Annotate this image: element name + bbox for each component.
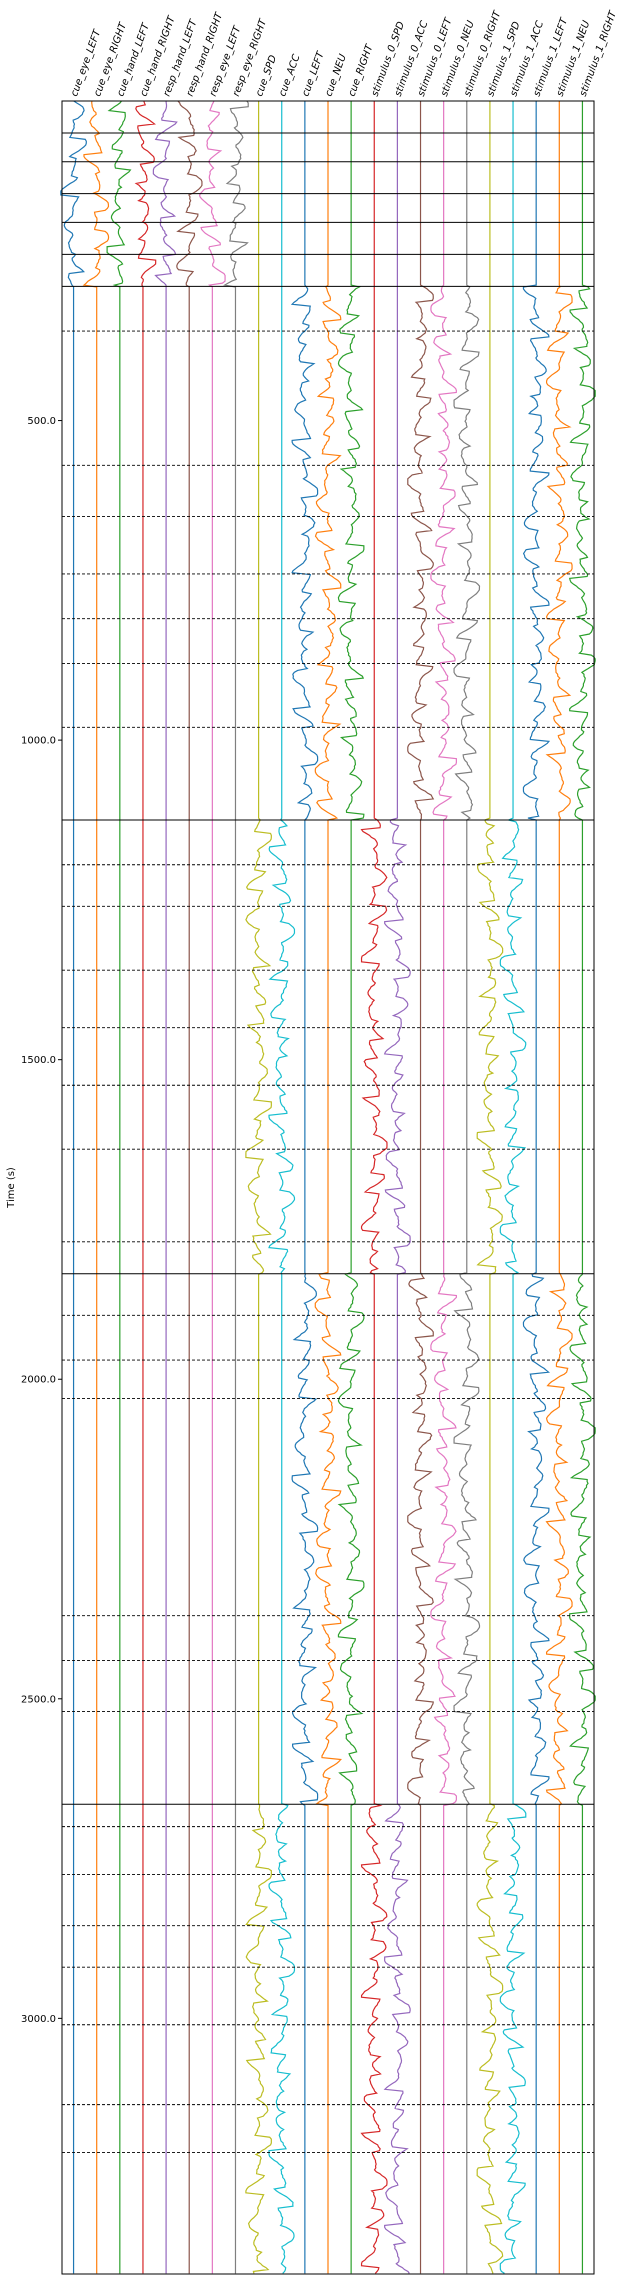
trace-stimulus-0-right bbox=[453, 101, 481, 2274]
trace-cue-eye-right bbox=[82, 100, 110, 2274]
trace-stimulus-0-spd bbox=[360, 101, 388, 2274]
trace-resp-eye-left bbox=[198, 100, 226, 2274]
trace-stimulus-1-right bbox=[568, 101, 596, 2274]
trace-resp-hand-right bbox=[176, 100, 203, 2274]
column-labels: cue_eye_LEFTcue_eye_RIGHTcue_hand_LEFTcu… bbox=[69, 9, 619, 98]
trace-stimulus-1-spd bbox=[476, 101, 504, 2274]
y-tick-label: 500.0 bbox=[27, 416, 56, 427]
trace-resp-eye-right bbox=[223, 100, 249, 2274]
trace-cue-eye-left bbox=[60, 100, 87, 2274]
boundary-lines bbox=[62, 100, 594, 2154]
trace-stimulus-1-left bbox=[522, 101, 551, 2274]
trace-stimulus-1-acc bbox=[499, 101, 527, 2274]
y-tick-label: 1500.0 bbox=[21, 1055, 56, 1066]
plot-frame bbox=[61, 100, 595, 2275]
trace-resp-hand-left bbox=[152, 100, 178, 2274]
column-label-cue-left: cue_LEFT bbox=[300, 50, 327, 99]
trace-cue-left bbox=[290, 101, 319, 2274]
trace-cue-neu bbox=[314, 101, 342, 2274]
trace-stimulus-0-left bbox=[407, 101, 435, 2274]
y-tick-label: 3000.0 bbox=[21, 2014, 56, 2025]
regressor-traces bbox=[60, 100, 596, 2274]
trace-stimulus-1-neu bbox=[545, 101, 573, 2274]
trace-cue-right bbox=[337, 101, 365, 2274]
trace-stimulus-0-neu bbox=[430, 101, 457, 2274]
y-axis-label: Time (s) bbox=[6, 1167, 17, 1209]
y-tick-label: 2000.0 bbox=[21, 1375, 56, 1386]
column-label-cue-neu: cue_NEU bbox=[323, 52, 349, 98]
column-label-cue-acc: cue_ACC bbox=[277, 53, 302, 98]
y-tick-label: 1000.0 bbox=[21, 736, 56, 747]
trace-cue-acc bbox=[268, 101, 296, 2274]
trace-cue-hand-left bbox=[106, 100, 132, 2274]
trace-cue-spd bbox=[245, 101, 272, 2274]
column-label-cue-spd: cue_SPD bbox=[254, 54, 279, 99]
y-tick-label: 2500.0 bbox=[21, 1694, 56, 1705]
trace-cue-hand-right bbox=[134, 100, 157, 2274]
trace-stimulus-0-acc bbox=[383, 101, 411, 2274]
y-axis: 500.0 1000.0 1500.0 2000.0 2500.0 3000.0 bbox=[21, 416, 62, 2025]
